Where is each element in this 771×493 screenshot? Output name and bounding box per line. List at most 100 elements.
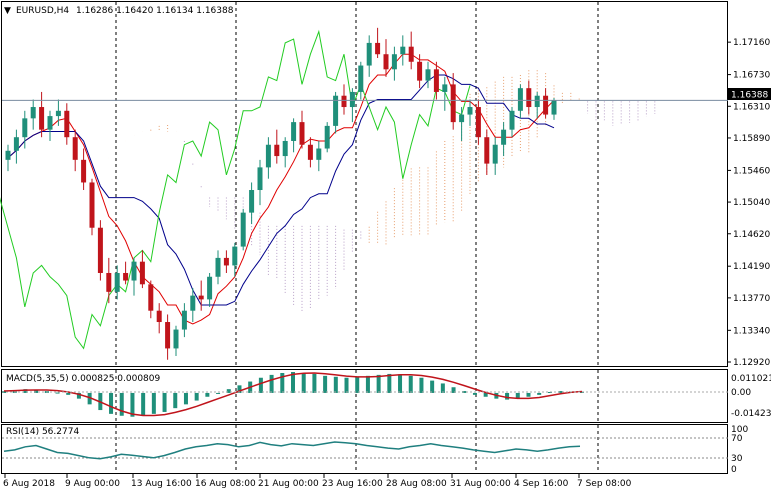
candle-body[interactable]: [333, 95, 339, 126]
candle-body[interactable]: [400, 46, 406, 55]
candle-body[interactable]: [207, 276, 213, 300]
candle-body[interactable]: [64, 110, 70, 138]
price-tick-label: 1.13340: [733, 326, 770, 336]
candle-body[interactable]: [391, 54, 397, 70]
candle-body[interactable]: [366, 42, 372, 66]
time-tick-label: 4 Sep 16:00: [514, 479, 569, 489]
candle-body[interactable]: [526, 88, 532, 108]
candle-body[interactable]: [39, 107, 45, 130]
candle-body[interactable]: [442, 84, 448, 92]
candle-body[interactable]: [22, 118, 28, 138]
candle-body[interactable]: [5, 150, 11, 160]
time-tick-label: 21 Aug 00:00: [258, 479, 319, 489]
macd-bar: [323, 375, 328, 393]
candle-body[interactable]: [551, 100, 557, 115]
candle-body[interactable]: [543, 95, 549, 115]
candle-body[interactable]: [165, 322, 171, 349]
price-tick-label: 1.16310: [733, 102, 770, 112]
current-price-tag: [728, 88, 771, 100]
candle-body[interactable]: [106, 272, 112, 292]
macd-bar: [398, 374, 403, 393]
candle-body[interactable]: [408, 46, 414, 62]
macd-bar: [237, 385, 242, 393]
candle-body[interactable]: [349, 91, 355, 108]
candle-body[interactable]: [417, 61, 423, 81]
candle-body[interactable]: [534, 95, 540, 108]
macd-bar: [365, 375, 370, 393]
candle-body[interactable]: [459, 114, 465, 123]
candle-body[interactable]: [249, 190, 255, 213]
macd-bar: [355, 377, 360, 393]
candle-body[interactable]: [467, 107, 473, 115]
rsi-axis-0: 0: [731, 465, 737, 475]
macd-bar: [258, 377, 263, 393]
macd-bar: [76, 392, 81, 399]
candle-body[interactable]: [282, 140, 288, 157]
candle-body[interactable]: [181, 310, 187, 330]
candle-body[interactable]: [274, 144, 280, 157]
candle-body[interactable]: [232, 246, 238, 266]
macd-bar: [269, 374, 274, 393]
candle-body[interactable]: [265, 144, 271, 168]
candle-body[interactable]: [97, 227, 103, 273]
candle-body[interactable]: [492, 144, 498, 164]
macd-bar: [472, 392, 477, 395]
candle-body[interactable]: [156, 310, 162, 323]
chart-menu-arrow-icon[interactable]: ▼: [4, 6, 11, 16]
candle-body[interactable]: [114, 272, 120, 292]
candle-body[interactable]: [358, 65, 364, 92]
rsi-label: RSI(14) 56.2774: [6, 427, 79, 437]
candle-body[interactable]: [501, 129, 507, 145]
candle-body[interactable]: [148, 284, 154, 311]
candle-body[interactable]: [81, 159, 87, 183]
candle-body[interactable]: [484, 137, 490, 164]
macd-bar: [462, 391, 467, 393]
candle-body[interactable]: [257, 167, 263, 191]
candle-body[interactable]: [198, 295, 204, 300]
candle-body[interactable]: [173, 329, 179, 349]
candle-body[interactable]: [55, 110, 61, 117]
candle-body[interactable]: [341, 95, 347, 108]
candle-body[interactable]: [190, 295, 196, 311]
candle-body[interactable]: [433, 69, 439, 92]
macd-bar: [205, 392, 210, 397]
candle-body[interactable]: [316, 148, 322, 160]
candle-body[interactable]: [517, 88, 523, 111]
candle-body[interactable]: [72, 137, 78, 160]
macd-bar: [537, 392, 542, 395]
candles[interactable]: [5, 27, 557, 360]
candle-body[interactable]: [30, 107, 36, 119]
price-tick-label: 1.15460: [733, 166, 770, 176]
candle-body[interactable]: [324, 125, 330, 149]
candle-body[interactable]: [383, 54, 389, 70]
candle-body[interactable]: [509, 110, 515, 130]
macd-bar: [515, 392, 520, 399]
macd-bar: [547, 391, 552, 393]
candle-body[interactable]: [131, 261, 137, 281]
macd-axis-zero: 0.00: [731, 388, 751, 398]
candle-body[interactable]: [475, 107, 481, 138]
candle-body[interactable]: [13, 137, 19, 151]
candle-body[interactable]: [425, 69, 431, 81]
macd-axis-top: 0.011021: [731, 374, 771, 384]
macd-bar: [141, 392, 146, 416]
candle-body[interactable]: [89, 182, 95, 228]
time-tick-label: 28 Aug 08:00: [386, 479, 447, 489]
candle-body[interactable]: [375, 42, 381, 55]
candle-body[interactable]: [240, 212, 246, 247]
macd-bar: [109, 392, 114, 414]
macd-bar: [344, 377, 349, 393]
candle-body[interactable]: [223, 257, 229, 266]
candle-body[interactable]: [139, 261, 145, 285]
candle-body[interactable]: [450, 84, 456, 123]
candle-body[interactable]: [47, 116, 53, 130]
candle-body[interactable]: [307, 144, 313, 160]
candle-body[interactable]: [123, 272, 129, 281]
candle-body[interactable]: [299, 122, 305, 145]
candle-body[interactable]: [215, 257, 221, 277]
ichimoku-cloud: [150, 70, 656, 313]
candle-body[interactable]: [291, 122, 297, 141]
macd-bar: [505, 392, 510, 400]
macd-bar: [66, 392, 71, 395]
